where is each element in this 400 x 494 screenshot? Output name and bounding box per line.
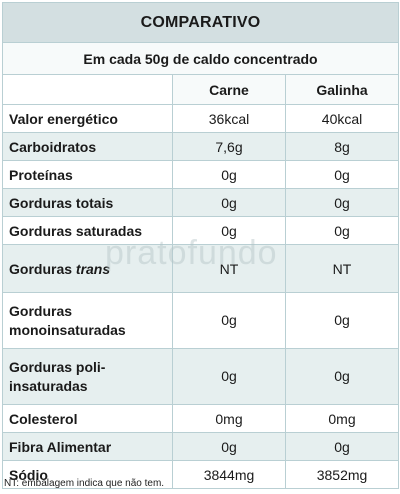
row-label-emphasis: trans	[75, 260, 111, 277]
table-row: Gorduras poli-insaturadas 0g 0g	[2, 348, 400, 405]
table-title-row: COMPARATIVO	[1, 2, 400, 43]
carne-value: 7,6g	[172, 132, 286, 161]
row-label: Gorduras poli-insaturadas	[2, 348, 173, 405]
galinha-value: 0g	[284, 188, 400, 217]
galinha-value: 40kcal	[284, 104, 400, 133]
galinha-value: 3852mg	[284, 460, 400, 489]
galinha-value: 0g	[284, 292, 400, 349]
carne-value: 0g	[172, 216, 286, 245]
column-header-galinha: Galinha	[284, 74, 400, 105]
table-row: Valor energético 36kcal 40kcal	[2, 104, 400, 133]
table-row: Colesterol 0mg 0mg	[2, 404, 400, 433]
row-label: Colesterol	[2, 404, 173, 433]
table-row: Fibra Alimentar 0g 0g	[2, 432, 400, 461]
row-label: Gorduras saturadas	[2, 216, 173, 245]
row-label-text: Gorduras	[9, 260, 76, 277]
row-label: Sódio	[2, 460, 173, 489]
carne-value: 0mg	[172, 404, 286, 433]
galinha-value: 0g	[284, 432, 400, 461]
carne-value: NT	[172, 244, 286, 293]
galinha-value: 0g	[284, 160, 400, 189]
galinha-value: NT	[284, 244, 400, 293]
row-label: Carboidratos	[2, 132, 173, 161]
header-blank-cell	[2, 74, 173, 105]
footnote: NT: embalagem indica que não tem.	[4, 478, 165, 489]
galinha-value: 0g	[284, 216, 400, 245]
carne-value: 0g	[172, 292, 286, 349]
table-row: Gorduras saturadas 0g 0g	[2, 216, 400, 245]
carne-value: 0g	[172, 188, 286, 217]
galinha-value: 0g	[284, 348, 400, 405]
row-label: Fibra Alimentar	[2, 432, 173, 461]
carne-value: 0g	[172, 432, 286, 461]
table-row: Sódio 3844mg 3852mg	[2, 460, 400, 489]
table-row: Gorduras totais 0g 0g	[2, 188, 400, 217]
row-label: Gorduras totais	[2, 188, 173, 217]
table-row: Gorduras monoinsaturadas 0g 0g	[2, 292, 400, 349]
carne-value: 3844mg	[172, 460, 286, 489]
table-title: COMPARATIVO	[1, 2, 400, 43]
galinha-value: 0mg	[284, 404, 400, 433]
table-row: Carboidratos 7,6g 8g	[2, 132, 400, 161]
carne-value: 36kcal	[172, 104, 286, 133]
carne-value: 0g	[172, 160, 286, 189]
row-label: Proteínas	[2, 160, 173, 189]
table-row: Proteínas 0g 0g	[2, 160, 400, 189]
column-header-carne: Carne	[172, 74, 286, 105]
carne-value: 0g	[172, 348, 286, 405]
row-label: Gorduras monoinsaturadas	[2, 292, 173, 349]
table-subtitle: Em cada 50g de caldo concentrado	[1, 42, 400, 75]
galinha-value: 8g	[284, 132, 400, 161]
row-label: Gorduras trans	[2, 244, 173, 293]
table-subtitle-row: Em cada 50g de caldo concentrado	[1, 42, 400, 75]
row-label: Valor energético	[2, 104, 173, 133]
table-row: Gorduras trans NT NT	[2, 244, 400, 293]
column-header-row: Carne Galinha	[2, 74, 400, 105]
